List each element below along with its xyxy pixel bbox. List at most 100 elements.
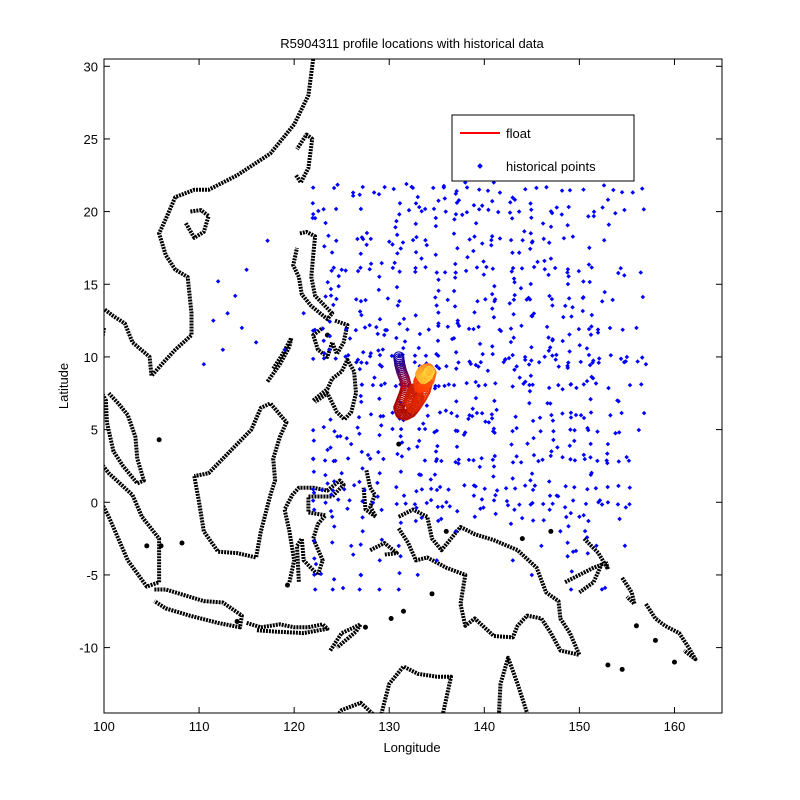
historical-point	[357, 309, 363, 314]
chart-title: R5904311 profile locations with historic…	[280, 36, 544, 51]
historical-point	[547, 507, 552, 513]
historical-point	[357, 366, 363, 372]
historical-point	[244, 267, 249, 272]
historical-point	[376, 449, 381, 455]
historical-point	[359, 360, 364, 365]
historical-point	[368, 261, 374, 267]
islet	[400, 608, 406, 614]
coastline-segment	[291, 229, 335, 322]
historical-point	[550, 338, 555, 343]
islet	[429, 591, 435, 597]
historical-point	[490, 344, 495, 349]
historical-point	[568, 410, 574, 416]
historical-point	[587, 245, 592, 251]
historical-point	[464, 185, 470, 190]
historical-point	[436, 366, 442, 371]
historical-point	[477, 341, 483, 347]
historical-point	[318, 571, 324, 577]
historical-point	[616, 430, 622, 435]
historical-point	[526, 362, 532, 367]
historical-point	[472, 310, 477, 315]
historical-point	[471, 202, 477, 208]
historical-point	[360, 236, 366, 242]
historical-point	[467, 237, 472, 242]
plot-area-frame	[103, 58, 723, 714]
historical-point	[641, 207, 647, 212]
historical-point	[397, 201, 403, 206]
historical-point	[416, 438, 422, 444]
historical-point	[508, 339, 514, 345]
historical-point	[624, 454, 629, 460]
historical-point	[323, 472, 328, 478]
historical-point	[510, 476, 515, 481]
historical-point	[591, 358, 596, 363]
historical-point	[378, 414, 383, 419]
historical-point	[357, 479, 362, 485]
islet	[443, 528, 449, 534]
coastline-segment	[184, 208, 211, 240]
historical-point	[520, 238, 525, 243]
historical-point	[358, 399, 364, 405]
historical-point	[606, 222, 612, 227]
historical-point	[348, 441, 354, 447]
historical-point	[602, 289, 608, 295]
historical-point	[518, 460, 524, 465]
historical-point	[211, 318, 216, 323]
historical-point	[596, 500, 601, 505]
historical-point	[486, 207, 491, 213]
historical-point	[323, 500, 328, 505]
historical-point	[330, 488, 336, 493]
historical-point	[232, 293, 238, 299]
historical-point	[593, 485, 599, 491]
historical-point	[624, 354, 630, 360]
historical-point	[594, 543, 599, 548]
historical-point	[239, 325, 245, 331]
historical-point	[444, 363, 449, 369]
x-tick-label: 130	[378, 719, 400, 734]
historical-point	[355, 236, 360, 242]
islet	[671, 659, 677, 665]
historical-point	[566, 274, 571, 279]
coastline-segment	[282, 478, 346, 583]
historical-point	[640, 294, 646, 300]
y-tick-label: -5	[86, 568, 98, 583]
historical-point	[643, 361, 649, 367]
historical-point	[480, 351, 485, 357]
historical-point	[449, 410, 454, 416]
historical-point	[438, 516, 444, 522]
historical-point	[490, 306, 495, 311]
historical-point	[627, 382, 633, 388]
historical-point	[381, 332, 387, 338]
historical-point	[370, 500, 376, 506]
historical-point	[581, 382, 587, 387]
historical-point	[367, 322, 372, 328]
historical-point	[599, 587, 605, 592]
historical-point	[435, 518, 441, 524]
historical-point	[572, 428, 577, 433]
historical-point	[375, 480, 380, 486]
historical-point	[462, 483, 467, 488]
islet	[633, 623, 639, 629]
historical-point	[492, 398, 497, 404]
historical-point	[437, 410, 443, 415]
historical-point	[589, 324, 594, 329]
historical-point	[311, 507, 317, 513]
historical-point	[616, 483, 621, 489]
historical-point	[435, 443, 440, 449]
historical-point	[516, 209, 522, 214]
historical-point	[398, 434, 403, 439]
islet	[605, 662, 611, 668]
historical-point	[540, 501, 546, 507]
historical-point	[581, 279, 586, 284]
historical-point	[413, 249, 419, 255]
historical-point	[364, 360, 369, 366]
historical-point	[492, 453, 498, 459]
historical-point	[311, 538, 317, 544]
historical-point	[503, 485, 509, 491]
historical-point	[508, 237, 514, 243]
historical-point	[328, 293, 334, 298]
historical-point	[565, 365, 571, 371]
historical-point	[497, 236, 503, 241]
historical-point	[582, 456, 588, 462]
historical-point	[432, 472, 438, 477]
